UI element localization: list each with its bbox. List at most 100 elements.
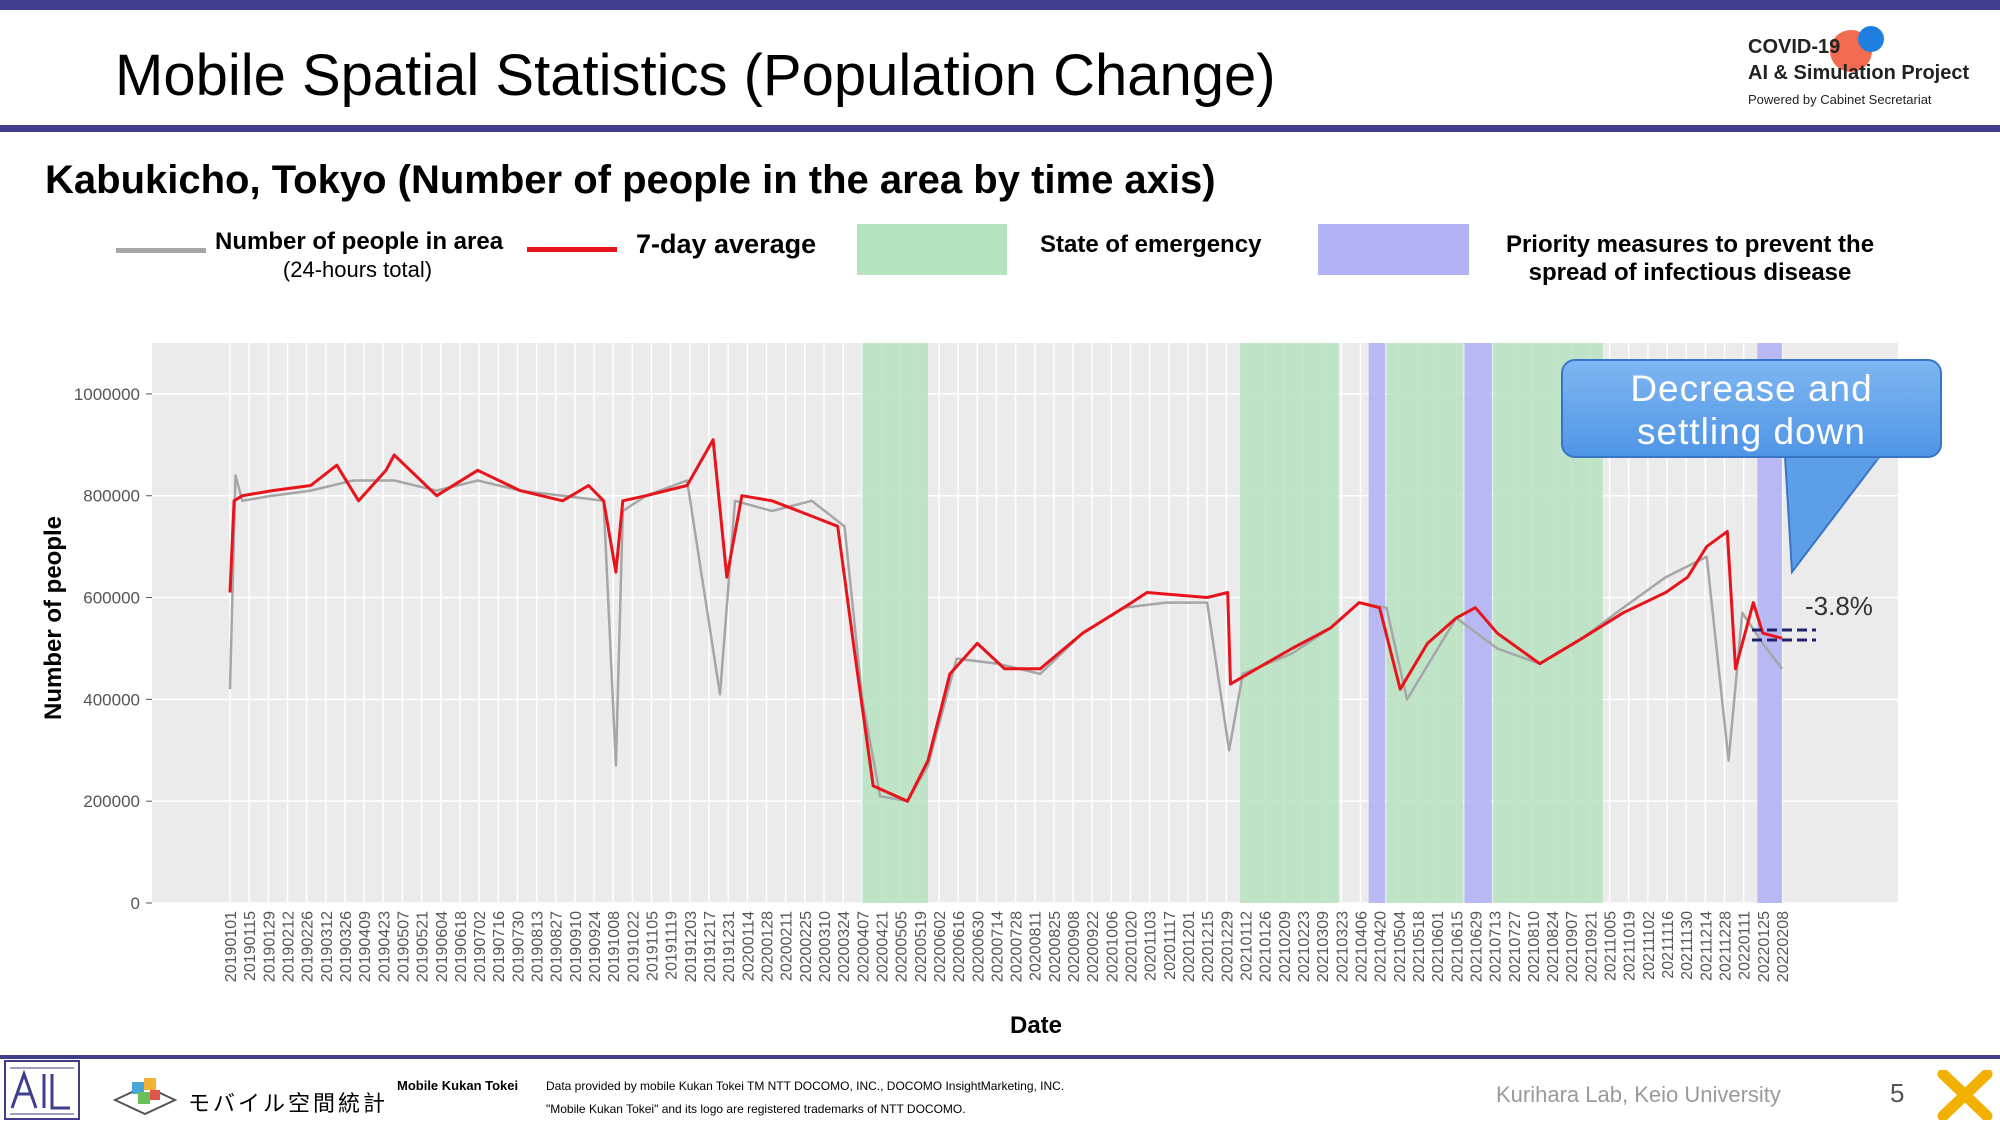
x-tick-label: 20190702 (472, 911, 489, 982)
x-tick-label: 20200519 (913, 911, 930, 982)
legend-daily-swatch (116, 248, 206, 253)
x-tick-label: 20210713 (1488, 911, 1505, 982)
x-tick-label: 20210629 (1468, 911, 1485, 982)
x-tick-label: 20210406 (1353, 911, 1370, 982)
x-tick-label: 20200922 (1085, 911, 1102, 982)
x-tick-label: 20200714 (989, 911, 1006, 982)
x-tick-label: 20201020 (1124, 911, 1141, 982)
x-tick-label: 20190115 (242, 911, 259, 981)
x-tick-label: 20190326 (338, 911, 355, 982)
footer-brand-jp: モバイル空間統計 (188, 1091, 389, 1116)
x-tick-label: 20190312 (319, 911, 336, 982)
footer-lab: Kurihara Lab, Keio University (1496, 1082, 1781, 1107)
legend-priority-line2: spread of infectious disease (1528, 259, 1852, 286)
x-tick-label: 20210921 (1583, 911, 1600, 982)
x-tick-label: 20201103 (1143, 911, 1160, 981)
logo-line2: AI & Simulation Project (1748, 62, 1970, 84)
x-tick-label: 20190716 (491, 911, 508, 982)
legend-daily-line1: Number of people in area (215, 228, 504, 255)
x-tick-label: 20190521 (415, 911, 432, 982)
x-tick-label: 20200908 (1066, 911, 1083, 982)
legend-emergency-swatch (857, 224, 1007, 275)
x-tick-label: 20190910 (568, 911, 585, 982)
emergency-period-band (862, 343, 928, 903)
x-tick-label: 20191022 (625, 911, 642, 982)
x-tick-label: 20190507 (395, 911, 412, 982)
x-tick-label: 20190827 (549, 911, 566, 982)
x-tick-label: 20201215 (1200, 911, 1217, 982)
covid-ai-project-logo: COVID-19 AI & Simulation Project Powered… (1748, 26, 1988, 110)
logo-line1: COVID-19 (1748, 36, 1841, 58)
x-tick-label: 20200324 (836, 911, 853, 982)
x-tick-label: 20200114 (740, 911, 757, 981)
x-tick-label: 20211130 (1679, 911, 1696, 980)
x-tick-label: 20211228 (1718, 911, 1735, 981)
legend-daily-label: Number of people in area (24-hours total… (215, 228, 504, 284)
x-tick-label: 20190409 (357, 911, 374, 982)
logo-line3: Powered by Cabinet Secretariat (1748, 92, 1932, 107)
x-tick-label: 20220111 (1737, 911, 1754, 980)
mobile-kukan-tokei-cube-icon (112, 1078, 178, 1116)
x-tick-label: 20190101 (223, 911, 240, 982)
y-tick-label: 600000 (83, 589, 140, 608)
x-tick-label: 20200616 (951, 911, 968, 982)
x-tick-label: 20200505 (894, 911, 911, 982)
x-tick-label: 20210615 (1449, 911, 1466, 982)
callout-line2: settling down (1637, 411, 1866, 452)
slide-title: Mobile Spatial Statistics (Population Ch… (115, 43, 1276, 108)
callout-line1: Decrease and (1630, 368, 1873, 409)
x-tick-label: 20211019 (1622, 911, 1639, 981)
x-tick-label: 20211102 (1641, 911, 1658, 980)
footer-credit-line1: Data provided by mobile Kukan Tokei TM N… (546, 1079, 1065, 1093)
x-tick-label: 20210209 (1277, 911, 1294, 982)
y-tick-label: 800000 (83, 487, 140, 506)
footer-credit-line2: "Mobile Kukan Tokei" and its logo are re… (546, 1102, 966, 1116)
cross-logo-icon (1937, 1070, 1993, 1120)
x-tick-label: 20210601 (1430, 911, 1447, 982)
legend-avg-label: 7-day average (636, 229, 817, 259)
x-tick-label: 20200211 (779, 911, 796, 981)
x-tick-label: 20190730 (510, 911, 527, 982)
x-tick-label: 20191203 (683, 911, 700, 982)
x-tick-label: 20220125 (1756, 911, 1773, 982)
keio-lab-logo-icon (4, 1060, 80, 1120)
x-tick-label: 20191119 (664, 911, 681, 980)
x-tick-label: 20211214 (1698, 911, 1715, 981)
x-tick-label: 20190604 (434, 911, 451, 982)
x-tick-label: 20220208 (1775, 911, 1792, 982)
callout-box: Decrease and settling down (1561, 359, 1942, 458)
footer-brand-en: Mobile Kukan Tokei (397, 1078, 519, 1093)
daily-count-line (228, 474, 1783, 803)
title-rule (0, 125, 2000, 132)
x-tick-label: 20210518 (1411, 911, 1428, 982)
x-tick-label: 20200825 (1047, 911, 1064, 982)
priority-period-band (1368, 343, 1386, 903)
x-tick-label: 20210309 (1315, 911, 1332, 982)
x-tick-label: 20190813 (530, 911, 547, 982)
x-tick-label: 20210907 (1564, 911, 1581, 982)
x-tick-label: 20200225 (798, 911, 815, 982)
footer-rule (0, 1055, 2000, 1059)
y-tick-label: 1000000 (74, 385, 140, 404)
legend-priority-label: Priority measures to prevent the spread … (1490, 231, 1890, 287)
x-tick-label: 20210420 (1373, 911, 1390, 982)
chart-subtitle: Kabukicho, Tokyo (Number of people in th… (45, 158, 1216, 202)
x-tick-label: 20200630 (970, 911, 987, 982)
legend-emergency-label: State of emergency (1040, 231, 1262, 258)
logo-blue-dot (1858, 26, 1884, 52)
x-tick-label: 20201117 (1162, 911, 1179, 980)
x-tick-label: 20201229 (1219, 911, 1236, 982)
y-tick-label: 200000 (83, 792, 140, 811)
x-tick-label: 20201006 (1104, 911, 1121, 982)
x-tick-label: 20190129 (261, 911, 278, 982)
x-tick-label: 20201201 (1181, 911, 1198, 982)
legend-priority-swatch (1318, 224, 1469, 275)
x-tick-label: 20200128 (759, 911, 776, 982)
x-tick-label: 20210824 (1545, 911, 1562, 982)
x-tick-label: 20190226 (300, 911, 317, 982)
change-annotation: -3.8% (1805, 591, 1873, 621)
x-tick-label: 20191231 (721, 911, 738, 982)
x-tick-label: 20200310 (817, 911, 834, 982)
x-tick-label: 20200811 (1028, 911, 1045, 981)
